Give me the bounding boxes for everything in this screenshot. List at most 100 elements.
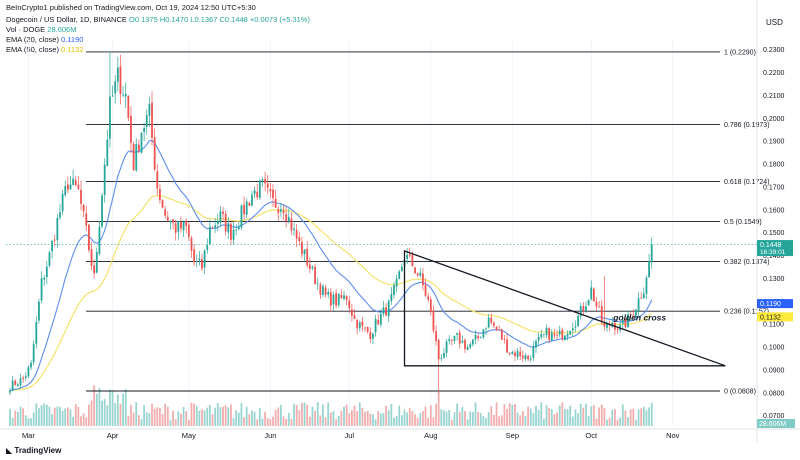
volume-bar (180, 413, 182, 426)
candle-body (19, 378, 22, 386)
volume-bar (45, 404, 48, 426)
candle-body (156, 171, 159, 189)
candle-body (521, 355, 524, 359)
y-tick-label: 0.1300 (763, 276, 785, 283)
volume-bar (301, 403, 303, 426)
candle-body (627, 314, 629, 328)
volume-bar (35, 403, 38, 426)
candle-body (408, 254, 411, 256)
candle-body (416, 273, 419, 276)
candle-body (592, 288, 595, 302)
y-tick-label: 0.2100 (763, 93, 785, 100)
volume-bar (445, 411, 448, 426)
candle-body (64, 186, 67, 196)
volume-bar (137, 415, 140, 426)
candle-body (119, 66, 122, 95)
volume-bar (148, 413, 151, 426)
candle-body (414, 267, 416, 274)
volume-bar (343, 406, 345, 426)
volume-bar (151, 403, 153, 426)
volume-bar (448, 409, 451, 426)
volume-bar (621, 404, 624, 426)
candle-body (364, 327, 366, 329)
volume-bar (119, 403, 122, 426)
volume-bar (193, 403, 195, 426)
y-tick-label: 0.1000 (763, 345, 785, 352)
volume-bar (577, 413, 579, 426)
volume-bar (177, 411, 180, 426)
candle-body (503, 339, 506, 340)
candle-body (172, 219, 174, 223)
candle-body (471, 339, 474, 345)
volume-bar (243, 417, 245, 426)
volume-bar (393, 417, 395, 426)
volume-bar (314, 410, 316, 426)
x-tick-label: Aug (424, 431, 437, 440)
candle-body (585, 306, 587, 311)
volume-bar (327, 402, 330, 426)
volume-bar (264, 411, 267, 426)
volume-bar (461, 407, 464, 426)
volume-bar (203, 410, 206, 426)
volume-bar (640, 408, 643, 426)
volume-bar (595, 418, 598, 426)
ema50-label: EMA (50, close) (6, 45, 59, 54)
candle-body (227, 223, 230, 233)
candle-body (148, 103, 151, 116)
volume-bar (74, 404, 77, 426)
volume-bar (353, 405, 356, 426)
volume-bar (308, 416, 311, 426)
candle-body (295, 230, 298, 239)
volume-bar (22, 408, 25, 426)
volume-bar (335, 419, 338, 426)
volume-bar (116, 394, 119, 426)
candle-body (419, 272, 422, 276)
candle-body (98, 226, 101, 254)
candle-body (27, 367, 30, 377)
candle-body (595, 301, 598, 307)
candle-body (445, 341, 448, 354)
candle-body (377, 319, 380, 325)
candle-body (256, 191, 259, 198)
candle-body (182, 221, 185, 231)
volume-bar (69, 409, 72, 426)
candle-body (532, 346, 535, 358)
volume-bar (66, 407, 69, 426)
fib-label: 1 (0.2290) (724, 49, 756, 56)
volume-bar (88, 404, 90, 426)
current-price-tag-bg (757, 240, 793, 257)
volume-bar (30, 418, 32, 426)
volume-bar (585, 403, 587, 426)
volume-bar (329, 412, 332, 426)
volume-bar (322, 404, 324, 426)
current-price-tag-text: 0.1448 (760, 242, 782, 249)
candle-body (356, 319, 359, 329)
volume-bar (453, 412, 456, 426)
volume-bar (232, 418, 235, 426)
candle-body (542, 334, 545, 335)
volume-bar (11, 417, 14, 426)
candle-body (164, 209, 167, 216)
y-tick-label: 0.2000 (763, 116, 785, 123)
volume-bar (540, 402, 543, 426)
volume-bar (51, 414, 53, 426)
volume-bar (398, 405, 401, 426)
volume-bar (82, 413, 85, 426)
volume-bar (316, 402, 319, 426)
candle-body (382, 307, 385, 314)
candle-body (237, 226, 240, 230)
y-tick-label: 0.1800 (763, 162, 785, 169)
candle-body (474, 334, 477, 340)
candle-body (351, 309, 353, 316)
candle-body (285, 214, 288, 222)
candle-body (9, 390, 11, 393)
volume-bar (532, 413, 535, 426)
volume-bar (237, 412, 240, 426)
volume-bar (592, 405, 595, 426)
volume-bar (416, 417, 419, 426)
y-tick-label: 0.1600 (763, 207, 785, 214)
candle-body (272, 189, 274, 199)
candle-body (493, 322, 495, 326)
volume-bar (524, 416, 527, 426)
